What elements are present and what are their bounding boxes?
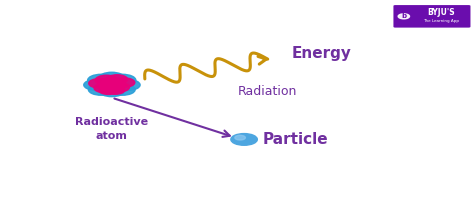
Text: Energy: Energy (292, 46, 351, 61)
Circle shape (89, 79, 110, 88)
Circle shape (114, 78, 135, 87)
Circle shape (109, 74, 136, 86)
Circle shape (93, 78, 120, 90)
Circle shape (84, 80, 108, 90)
Circle shape (102, 77, 122, 86)
Circle shape (99, 72, 125, 84)
Circle shape (106, 86, 125, 94)
Circle shape (235, 135, 246, 140)
Text: BYJU'S: BYJU'S (427, 8, 455, 17)
Text: Radioactive
atom: Radioactive atom (75, 117, 148, 140)
Circle shape (100, 86, 124, 97)
FancyBboxPatch shape (393, 5, 471, 28)
Text: b: b (401, 13, 406, 19)
Circle shape (95, 75, 118, 85)
Circle shape (104, 77, 130, 88)
Circle shape (99, 86, 118, 94)
Circle shape (88, 84, 114, 95)
Circle shape (231, 134, 257, 145)
Text: The Learning App: The Learning App (423, 19, 459, 23)
Circle shape (109, 84, 135, 95)
Circle shape (398, 14, 410, 19)
Text: Particle: Particle (263, 132, 328, 147)
Text: Radiation: Radiation (238, 85, 297, 98)
Circle shape (115, 79, 140, 90)
Circle shape (88, 74, 115, 86)
Circle shape (100, 80, 124, 91)
Circle shape (108, 83, 129, 92)
Circle shape (94, 83, 115, 93)
Circle shape (107, 75, 128, 84)
